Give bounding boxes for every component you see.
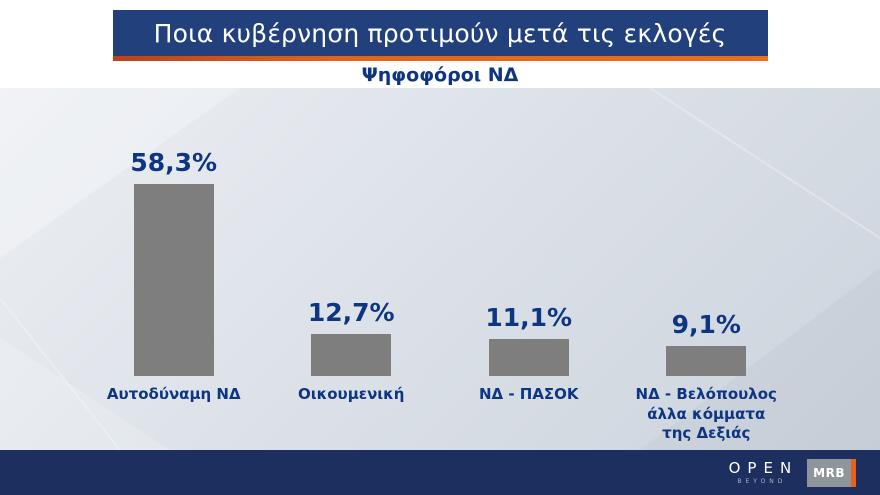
bar-value-label: 12,7% bbox=[307, 298, 395, 328]
mrb-logo: MRB bbox=[807, 458, 856, 487]
bar bbox=[488, 339, 569, 376]
bar-category-label: Αυτοδύναμη ΝΔ bbox=[106, 385, 241, 403]
bar-column: 11,1% ΝΔ - ΠΑΣΟΚ bbox=[440, 88, 618, 403]
accent-line bbox=[112, 56, 768, 61]
bar-value-label: 11,1% bbox=[485, 303, 573, 333]
bar bbox=[666, 346, 747, 376]
bar-value-label: 58,3% bbox=[130, 147, 218, 177]
bars: 58,3% Αυτοδύναμη ΝΔ 12,7% Οικουμενική 11,1% Ν… bbox=[85, 88, 796, 442]
title-banner: Ποια κυβέρνηση προτιμούν μετά τις εκλογέ… bbox=[112, 10, 768, 56]
background-pattern bbox=[0, 88, 880, 450]
footer-bar: OPEN BEYOND MRB bbox=[0, 450, 880, 495]
bar-column: 9,1% ΝΔ - Βελόπουλος άλλα κόμματα της Δεξ… bbox=[618, 88, 796, 442]
chart-subtitle: Ψηφοφόροι ΝΔ bbox=[361, 63, 519, 86]
bar bbox=[311, 334, 392, 376]
page-title: Ποια κυβέρνηση προτιμούν μετά τις εκλογέ… bbox=[153, 18, 727, 48]
bar-column: 58,3% Αυτοδύναμη ΝΔ bbox=[85, 88, 263, 403]
bar-category-label: ΝΔ - Βελόπουλος άλλα κόμματα της Δεξιάς bbox=[635, 385, 777, 442]
open-logo-text: OPEN bbox=[728, 458, 799, 477]
bar-category-label: Οικουμενική bbox=[298, 385, 405, 403]
mrb-logo-text: MRB bbox=[807, 458, 851, 487]
open-logo-tagline: BEYOND bbox=[737, 477, 787, 485]
bar-chart: 58,3% Αυτοδύναμη ΝΔ 12,7% Οικουμενική 11,1% Ν… bbox=[0, 88, 880, 450]
mrb-accent-bar bbox=[851, 458, 856, 487]
bar-value-label: 9,1% bbox=[671, 310, 741, 339]
bar-column: 12,7% Οικουμενική bbox=[263, 88, 441, 403]
subtitle-strip: Ψηφοφόροι ΝΔ bbox=[0, 61, 880, 88]
bar-category-label: ΝΔ - ΠΑΣΟΚ bbox=[478, 385, 579, 403]
open-logo: OPEN BEYOND bbox=[729, 460, 792, 485]
bar bbox=[133, 183, 214, 376]
